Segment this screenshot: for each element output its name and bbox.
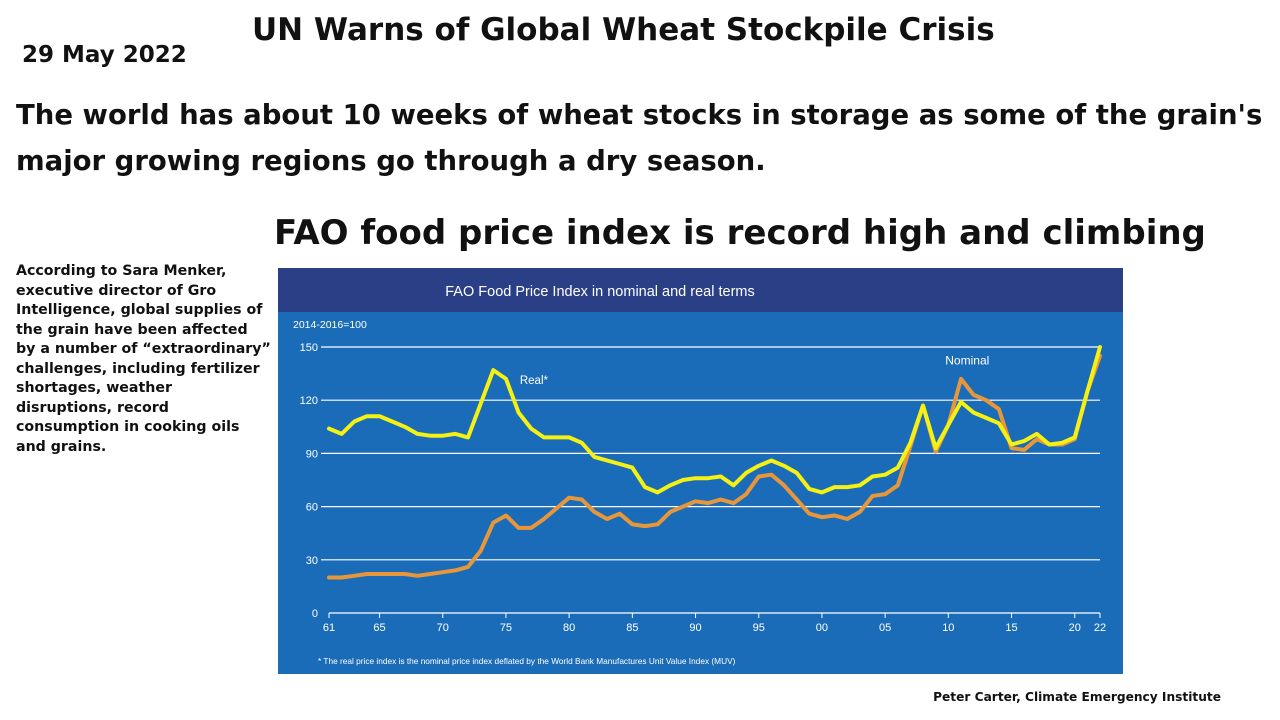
- grid-lines: [321, 346, 1100, 561]
- headline: UN Warns of Global Wheat Stockpile Crisi…: [252, 12, 995, 48]
- x-tick-label: 70: [437, 622, 449, 634]
- x-tick-label: 65: [373, 622, 385, 634]
- fao-price-chart: FAO Food Price Index in nominal and real…: [278, 268, 1123, 674]
- x-tick-label: 20: [1069, 622, 1081, 634]
- x-tick-label: 75: [500, 622, 512, 634]
- chart-svg: FAO Food Price Index in nominal and real…: [278, 268, 1123, 674]
- summary-text: The world has about 10 weeks of wheat st…: [16, 99, 1263, 177]
- publish-date: 29 May 2022: [22, 42, 187, 68]
- series-label-real: Real*: [520, 375, 549, 387]
- real-series-line: [327, 345, 1102, 495]
- chart-footnote: * The real price index is the nominal pr…: [318, 656, 736, 666]
- y-tick-label: 0: [312, 608, 318, 620]
- x-tick-label: 90: [689, 622, 701, 634]
- x-tick-label: 85: [626, 622, 638, 634]
- subheadline: FAO food price index is record high and …: [274, 213, 1206, 253]
- chart-title-band: [278, 268, 1123, 312]
- y-tick-label: 120: [300, 395, 318, 407]
- series-lines: [327, 345, 1102, 580]
- x-tick-label: 10: [942, 622, 954, 634]
- x-tick-label: 95: [753, 622, 765, 634]
- y-tick-labels: 0 30 60 90 120 150: [300, 342, 318, 620]
- credit-line: Peter Carter, Climate Emergency Institut…: [933, 690, 1221, 704]
- y-tick-label: 90: [306, 448, 318, 460]
- side-note: According to Sara Menker, executive dire…: [16, 263, 271, 455]
- x-tick-label: 22: [1094, 622, 1106, 634]
- x-tick-label: 00: [816, 622, 828, 634]
- chart-background: [278, 268, 1123, 674]
- chart-title: FAO Food Price Index in nominal and real…: [445, 284, 754, 300]
- nominal-series-line: [327, 353, 1102, 580]
- y-tick-label: 30: [306, 555, 318, 567]
- y-tick-label: 60: [306, 502, 318, 514]
- x-tick-label: 80: [563, 622, 575, 634]
- x-axis: 61 65 70 75 80 85 90 95 00 05 10 15 20 22: [323, 612, 1106, 634]
- x-tick-label: 61: [323, 622, 335, 634]
- y-tick-label: 150: [300, 342, 318, 354]
- x-tick-label: 05: [879, 622, 891, 634]
- x-tick-label: 15: [1005, 622, 1017, 634]
- series-label-nominal: Nominal: [945, 354, 989, 368]
- y-axis-label: 2014-2016=100: [293, 319, 367, 331]
